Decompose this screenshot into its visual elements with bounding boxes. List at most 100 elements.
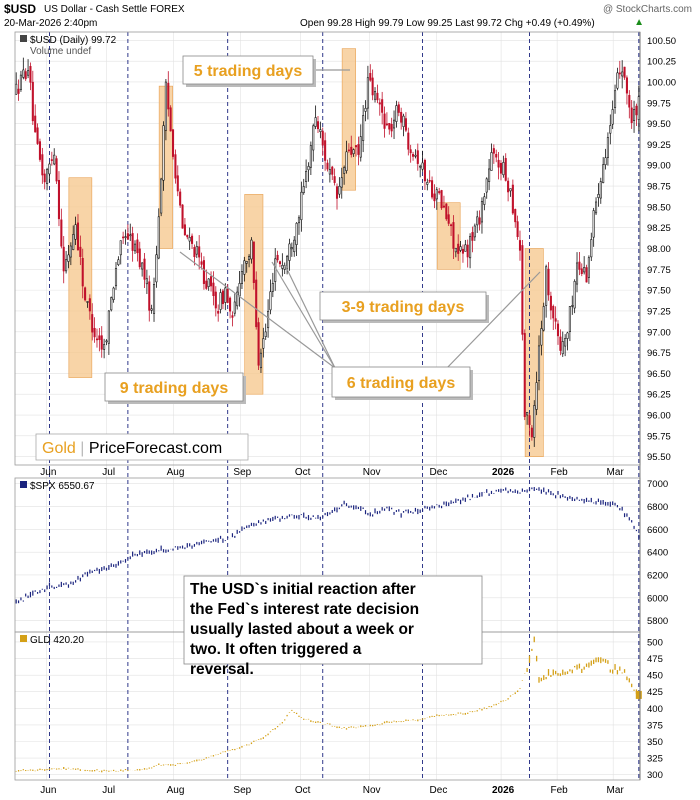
usd-candle-body [381,99,384,113]
usd-candle-body [354,145,358,148]
x-axis-label: Sep [233,785,251,796]
usd-candle-body [205,280,208,289]
usd-candle-body [202,260,205,284]
usd-candle-body [535,382,538,410]
usd-candle-body [350,146,353,155]
callout-line: The USD`s initial reaction after [190,581,416,598]
usd-ytick-label: 97.75 [647,265,671,276]
usd-candle-body [86,301,89,303]
annotation-pointer [179,251,336,369]
usd-candle-body [41,154,44,176]
usd-candle-body [352,149,355,154]
usd-candle-body [469,236,472,259]
usd-candle-body [114,268,118,287]
usd-candle-body [276,254,279,261]
usd-candle-body [573,281,576,309]
annotation-6-days-label: 6 trading days [347,375,456,392]
annotation-pointer [271,261,336,369]
annotation-5-days [182,55,314,85]
usd-candle-body [238,283,241,297]
usd-candle-body [388,122,391,130]
usd-volume-legend: Volume undef [30,46,91,57]
usd-candle-body [393,119,396,129]
x-axis-label: Jul [102,467,115,478]
usd-candle-body [594,201,598,214]
usd-candle-body [338,185,341,195]
usd-candle-body [124,236,127,238]
usd-candle-body [224,287,227,303]
annotation-9-days-label: 9 trading days [120,380,229,397]
usd-candle-body [67,254,70,262]
usd-candle-body [402,115,405,127]
usd-candle-body [592,210,595,238]
usd-candle-body [131,233,134,251]
usd-candle-body [300,191,303,221]
usd-candle-body [545,266,548,306]
usd-candle-body [262,338,265,349]
gld-ytick-label: 425 [647,687,663,698]
x-axis-label: Jul [102,785,115,796]
usd-candle-body [236,291,239,307]
x-axis-label: Oct [295,785,311,796]
usd-candle-body [198,246,201,258]
annotation-3-9-days [319,291,487,321]
spx-ytick-label: 6200 [647,570,668,581]
x-axis-label: Nov [363,467,381,478]
gld-ytick-label: 475 [647,654,663,665]
usd-candle-body [312,125,315,151]
chart-header: $USD US Dollar - Cash Settle FOREX @ Sto… [4,2,696,32]
usd-candle-body [554,318,557,322]
usd-ytick-label: 96.50 [647,369,671,380]
usd-candle-body [633,109,636,121]
gld-ytick-label: 325 [647,754,663,765]
gld-legend-swatch [20,635,27,642]
usd-candle-body [488,168,491,182]
usd-candle-body [324,140,327,161]
usd-candle-body [316,121,320,130]
usd-candle-body [217,310,220,314]
usd-candle-body [347,149,350,152]
usd-candle-body [440,190,443,209]
usd-ytick-label: 96.25 [647,390,671,401]
usd-candle-body [179,191,182,206]
usd-candle-body [233,301,236,314]
usd-candle-body [390,124,393,132]
usd-candle-body [385,123,388,126]
usd-candle-body [248,256,251,260]
usd-candle-body [331,166,334,175]
usd-candle-body [55,158,58,182]
usd-candle-body [271,283,274,292]
x-axis-label: Jun [40,467,56,478]
usd-candle-body [257,322,260,366]
callout-line: reversal. [190,661,254,678]
usd-candle-body [366,77,369,109]
callout-line: usually lasted about a week or [190,621,414,638]
usd-candle-body [457,243,460,254]
grid-layer [15,32,640,780]
usd-candle-body [609,125,612,134]
usd-candle-body [561,341,564,355]
gld-ytick-label: 450 [647,671,663,682]
usd-candle-body [442,205,445,208]
usd-candle-body [81,257,84,287]
usd-legend-swatch [20,35,27,42]
usd-candle-body [152,284,156,314]
usd-ytick-label: 99.75 [647,98,671,109]
usd-candle-body [400,111,403,123]
usd-candle-body [53,154,56,165]
usd-candle-body [15,83,18,95]
usd-candle-body [611,109,614,125]
usd-candle-body [88,298,91,312]
usd-candle-body [514,209,517,223]
usd-candle-body [319,129,322,132]
usd-candle-body [69,245,72,258]
usd-candle-body [93,327,96,338]
usd-candle-body [138,248,141,268]
usd-candle-body [150,308,153,311]
usd-legend: $USD (Daily) 99.72 [30,35,117,46]
usd-candle-body [145,278,148,285]
usd-candle-body [533,405,536,438]
annotations-layer: 5 trading days 3-9 trading days 9 trading … [35,55,541,678]
usd-candle-body [395,105,398,122]
usd-candle-body [207,278,210,287]
